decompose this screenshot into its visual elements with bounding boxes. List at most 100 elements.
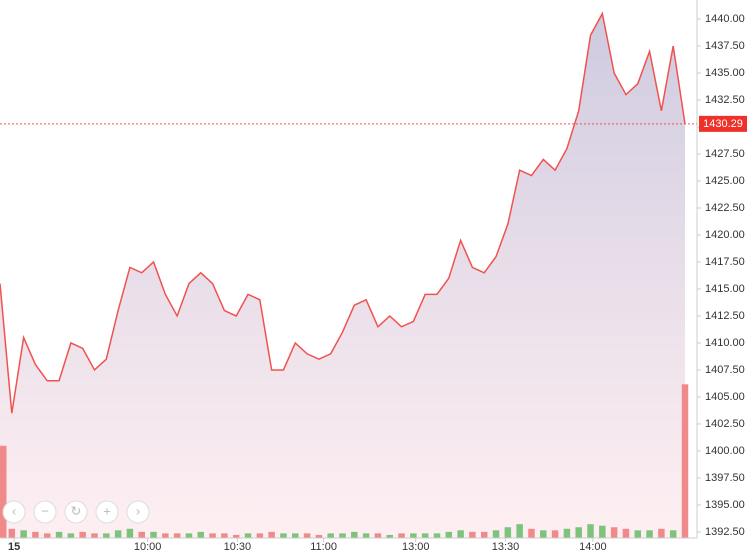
volume-bar (221, 533, 228, 538)
volume-bar (445, 531, 453, 538)
volume-bar (79, 531, 86, 538)
x-tick-label: 10:00 (134, 541, 162, 553)
volume-bar (410, 533, 417, 538)
price-line (0, 11, 686, 414)
volume-bar (563, 528, 571, 538)
y-tick-label: 1417.50 (705, 256, 745, 268)
y-tick-label: 1400.00 (705, 445, 745, 457)
volume-bar (173, 533, 181, 538)
volume-bar (209, 533, 216, 538)
zoom-reset[interactable]: ↻ (64, 500, 88, 524)
volume-bar (126, 528, 134, 538)
zoom-left[interactable]: ‹ (2, 500, 26, 524)
volume-bar (681, 384, 689, 538)
y-tick-label: 1405.00 (705, 391, 745, 403)
volume-bar (150, 531, 157, 538)
volume-bar (55, 531, 63, 538)
volume-bar (528, 528, 535, 538)
volume-bar (138, 531, 145, 538)
volume-bar (516, 524, 523, 538)
volume-bar (32, 531, 39, 538)
volume-bar (374, 533, 382, 538)
volume-bar (114, 530, 122, 538)
svg-text:›: › (136, 503, 140, 518)
last-price-label: 1430.29 (703, 118, 743, 130)
volume-bar (540, 530, 547, 538)
volume-bar (8, 528, 16, 538)
volume-bar (232, 534, 240, 538)
y-tick-label: 1437.50 (705, 40, 745, 52)
volume-bar (0, 445, 7, 538)
y-tick-label: 1440.00 (705, 13, 745, 25)
y-tick-label: 1392.50 (705, 526, 745, 538)
volume-bar (303, 533, 311, 538)
volume-bar (67, 533, 75, 538)
volume-bar (587, 524, 594, 538)
volume-bar (103, 533, 110, 538)
y-tick-label: 1432.50 (705, 94, 745, 106)
x-tick-label: 10:30 (224, 541, 252, 553)
zoom-controls: ‹ − ↻ + › (2, 500, 150, 524)
volume-bar (469, 531, 476, 538)
y-tick-label: 1397.50 (705, 472, 745, 484)
y-tick-label: 1410.00 (705, 337, 745, 349)
volume-bar (634, 530, 642, 538)
volume-bar (351, 531, 358, 538)
y-tick-label: 1402.50 (705, 418, 745, 430)
volume-bar (504, 527, 512, 538)
volume-bar (646, 530, 653, 538)
volume-bar (421, 533, 429, 538)
x-tick-label: 13:30 (492, 541, 520, 553)
volume-bar (20, 530, 27, 538)
volume-bar (280, 533, 287, 538)
svg-text:‹: ‹ (12, 503, 16, 518)
volume-bar (457, 530, 464, 538)
svg-text:−: − (41, 503, 49, 518)
volume-bar (91, 533, 98, 538)
volume-bar (292, 533, 299, 538)
volume-bar (185, 533, 193, 538)
zoom-in[interactable]: + (95, 500, 119, 524)
zoom-right[interactable]: › (126, 500, 150, 524)
y-tick-label: 1395.00 (705, 499, 745, 511)
y-tick-label: 1425.00 (705, 175, 745, 187)
y-tick-label: 1427.50 (705, 148, 745, 160)
volume-bar (256, 533, 264, 538)
volume-bar (610, 527, 618, 538)
volume-bar (162, 533, 169, 538)
zoom-out[interactable]: − (33, 500, 57, 524)
volume-bar (43, 533, 51, 538)
volume-bar (669, 530, 677, 538)
y-tick-label: 1420.00 (705, 229, 745, 241)
volume-bar (362, 533, 370, 538)
volume-bar (197, 531, 205, 538)
volume-bar (622, 528, 630, 538)
volume-bar (315, 534, 323, 538)
svg-text:+: + (103, 503, 111, 518)
x-tick-label: 15 (8, 541, 20, 553)
volume-bar (339, 533, 346, 538)
volume-bar (327, 533, 334, 538)
last-price-box (699, 115, 747, 132)
volume-bar (551, 530, 559, 538)
volume-bar (386, 534, 393, 538)
x-tick-label: 14:00 (579, 541, 607, 553)
y-tick-label: 1415.00 (705, 283, 745, 295)
volume-bar (268, 531, 275, 538)
volume-bar (244, 533, 252, 538)
y-tick-label: 1435.00 (705, 67, 745, 79)
y-tick-label: 1422.50 (705, 202, 745, 214)
area-fill (0, 13, 685, 539)
y-tick-label: 1407.50 (705, 364, 745, 376)
volume-bar (658, 528, 665, 538)
volume-bar (398, 533, 405, 538)
volume-bar (433, 533, 441, 538)
x-tick-label: 11:00 (310, 541, 337, 553)
y-tick-label: 1412.50 (705, 310, 745, 322)
volume-bar (599, 525, 606, 538)
x-tick-label: 13:00 (402, 541, 430, 553)
volume-bar (480, 531, 488, 538)
svg-text:↻: ↻ (71, 503, 82, 518)
volume-bar (492, 530, 500, 538)
